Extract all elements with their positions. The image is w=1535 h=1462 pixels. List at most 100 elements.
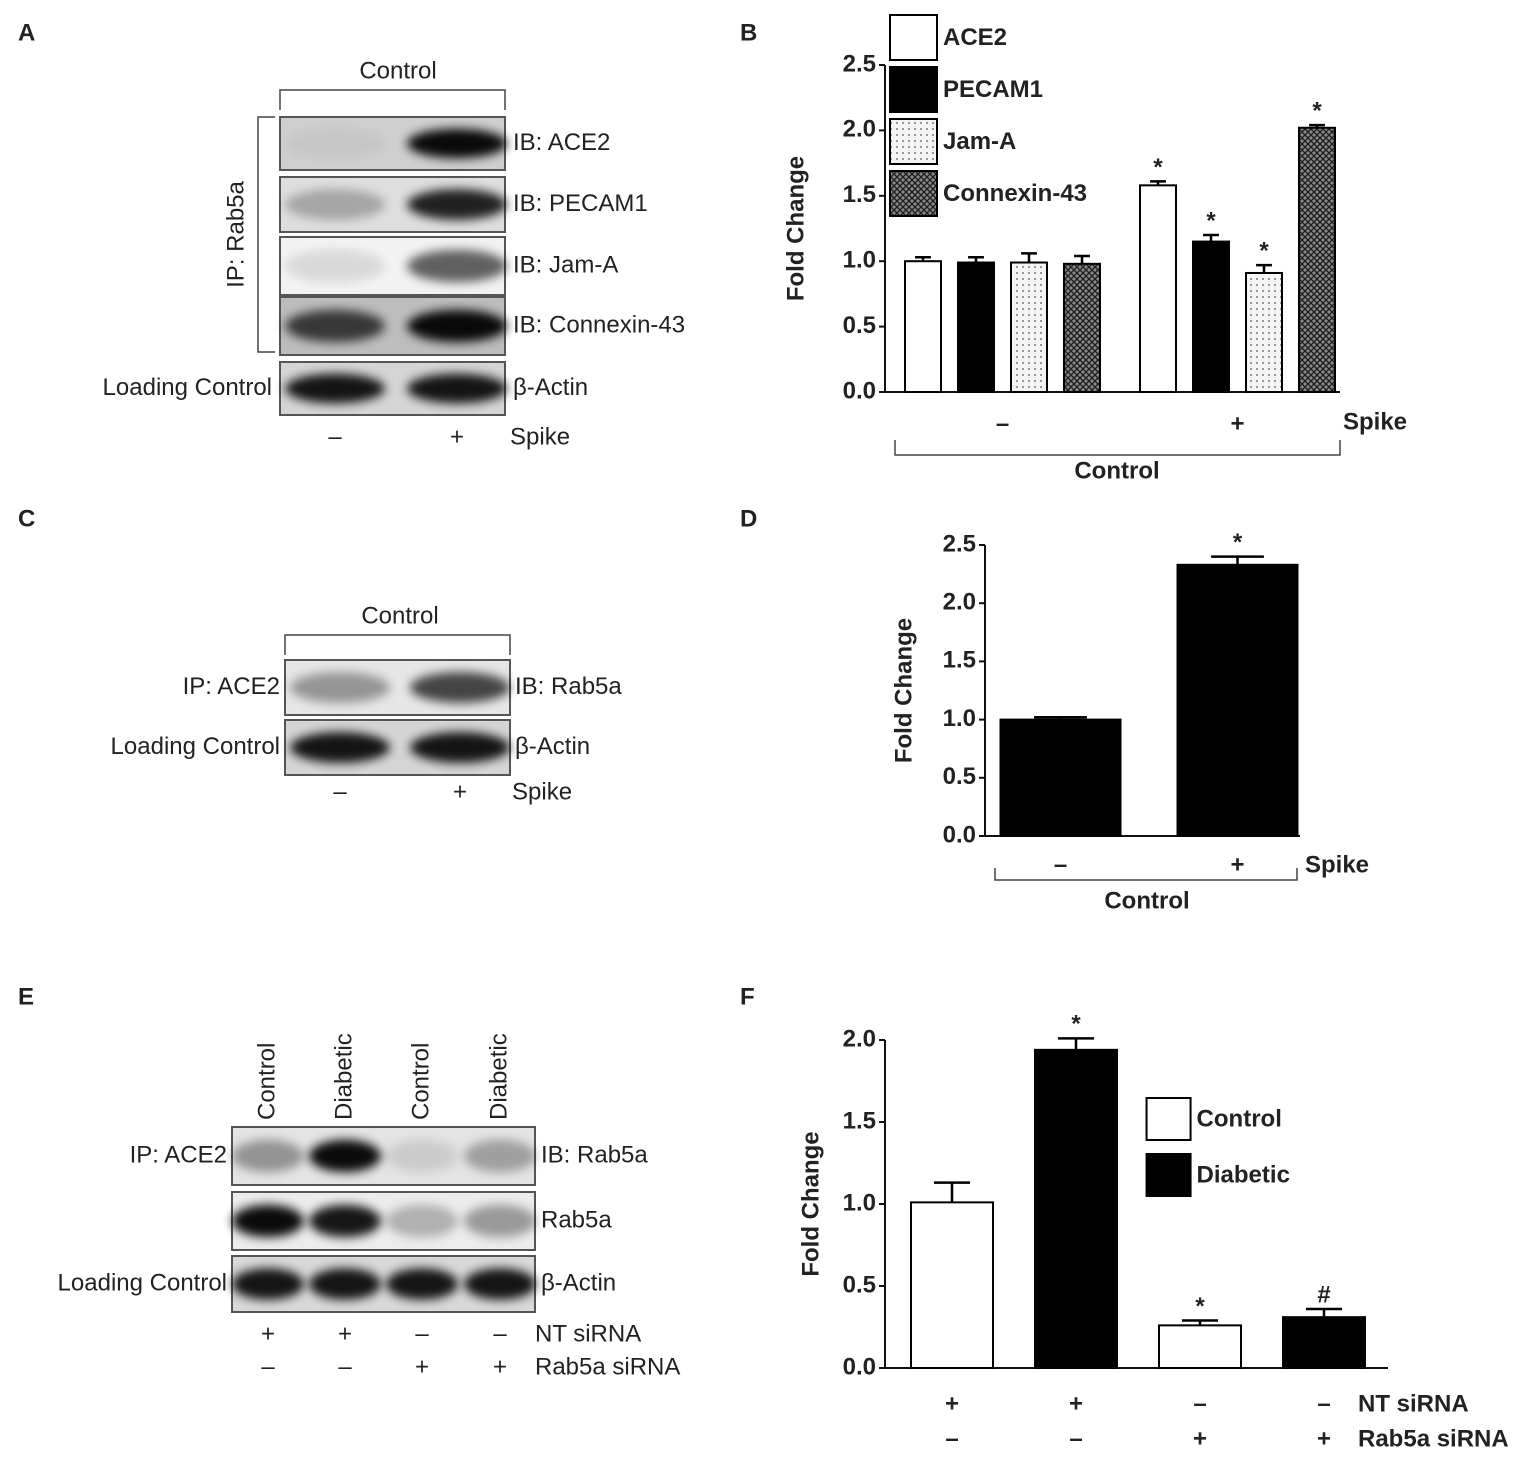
bracket: [279, 89, 506, 110]
row-label-right: IB: PECAM1: [513, 190, 648, 217]
legend-swatch: [889, 118, 938, 165]
condition-sign: +: [945, 1390, 959, 1417]
condition-sign: –: [945, 1425, 958, 1452]
lane-sign: +: [493, 1353, 507, 1380]
legend-swatch: [1145, 1097, 1192, 1141]
annotation: #: [1317, 1281, 1330, 1308]
bracket: [894, 440, 1341, 456]
row-label-left: Loading Control: [58, 1269, 227, 1296]
bar: [1192, 240, 1230, 393]
annotation: *: [1071, 1011, 1081, 1038]
annotation: *: [1153, 154, 1163, 181]
blot-band: [232, 1204, 304, 1238]
x-axis-label: Spike: [1343, 408, 1407, 435]
y-tick-label: 2.0: [843, 1025, 876, 1052]
bar-chart: 0.0 0.5 1.0 1.5 2.0 Fold Change * * # + + – – NT siRN…: [797, 1011, 1508, 1453]
y-tick-label: 0.0: [843, 377, 876, 404]
row-label-right: IB: Jam-A: [513, 251, 618, 278]
bracket: [994, 868, 1298, 881]
error-bar: [1181, 1319, 1219, 1326]
error-bar: [1057, 1037, 1095, 1050]
row-label-right: IB: Connexin-43: [513, 311, 685, 338]
bar: [910, 1201, 994, 1369]
row-label-right: Rab5a: [541, 1206, 612, 1233]
blot-top-label: Control: [361, 602, 438, 629]
blot-band: [407, 189, 507, 220]
blot-band: [309, 1268, 381, 1300]
legend-label: Connexin-43: [943, 180, 1087, 207]
blot-band: [386, 1268, 458, 1300]
y-tick-label: 1.0: [843, 1189, 876, 1216]
bar: [1139, 184, 1177, 393]
lane-sign: +: [261, 1320, 275, 1347]
x-tick-label: +: [1230, 851, 1244, 878]
y-axis-label: Fold Change: [890, 618, 917, 763]
blot-band: [309, 1139, 381, 1173]
y-tick-label: 1.5: [943, 647, 976, 674]
legend-label: Jam-A: [943, 128, 1016, 155]
condition-sign: +: [1193, 1425, 1207, 1452]
x-tick-label: –: [1054, 851, 1067, 878]
row-label-left: IP: ACE2: [130, 1141, 227, 1168]
bar: [1245, 271, 1283, 393]
blot-band: [407, 309, 507, 343]
lane-sign: –: [338, 1353, 352, 1380]
row-label-right: β-Actin: [541, 1269, 616, 1296]
blot-band: [464, 1268, 536, 1300]
error-bar: [968, 256, 984, 263]
bar-chart: 0.0 0.5 1.0 1.5 2.0 2.5 Fold Change – + * * * * Spike…: [782, 14, 1407, 484]
error-bar: [1203, 233, 1219, 242]
legend-swatch: [889, 170, 938, 217]
x-tick-label: +: [1230, 410, 1244, 437]
blot-band: [386, 1204, 458, 1238]
lane-sign: –: [328, 423, 342, 450]
bar: [904, 260, 942, 394]
bar: [1034, 1048, 1118, 1369]
bar: [1158, 1324, 1242, 1369]
lane-sign: –: [493, 1320, 507, 1347]
row-label-left: IP: ACE2: [183, 673, 280, 700]
error-bar: [1256, 263, 1272, 273]
row-label-right: IB: ACE2: [513, 129, 610, 156]
y-tick-label: 1.0: [843, 247, 876, 274]
error-bar: [1074, 254, 1090, 264]
y-tick-label: 0.5: [843, 1271, 876, 1298]
blot-band: [464, 1204, 536, 1238]
lane-sign: +: [415, 1353, 429, 1380]
legend-label: Diabetic: [1197, 1161, 1290, 1188]
blot-band: [285, 249, 385, 283]
blot-band: [410, 672, 510, 703]
lane-header: Diabetic: [485, 1033, 512, 1120]
y-tick-label: 0.5: [843, 312, 876, 339]
blot-band: [285, 373, 385, 404]
row-label-right: β-Actin: [513, 374, 588, 401]
annotation: *: [1312, 98, 1322, 125]
panel-letter: C: [18, 505, 35, 532]
error-bar: [1211, 555, 1264, 565]
error-bar: [1021, 252, 1037, 263]
y-tick-label: 1.0: [943, 705, 976, 732]
group-label: Control: [1074, 457, 1159, 484]
condition-label: NT siRNA: [1358, 1390, 1469, 1417]
lane-header: Diabetic: [330, 1033, 357, 1120]
lane-header: Control: [407, 1043, 434, 1120]
blot-panel: IP: ACE2 IB: Rab5a Rab5a Loading Control β-A…: [58, 1033, 681, 1380]
bracket: [257, 116, 275, 353]
legend-label: Control: [1197, 1105, 1282, 1132]
panel-letter: F: [740, 983, 755, 1010]
annotation: *: [1206, 207, 1216, 234]
lane-sign: +: [450, 423, 464, 450]
panel-letter: B: [740, 19, 757, 46]
blot-band: [464, 1139, 536, 1173]
blot-band: [386, 1139, 458, 1173]
blot-band: [232, 1139, 304, 1173]
blot-band: [285, 189, 385, 220]
annotation: *: [1259, 237, 1269, 264]
y-tick-label: 0.0: [943, 821, 976, 848]
legend-swatch: [889, 66, 938, 113]
lane-sign: –: [333, 778, 347, 805]
error-bar: [1309, 123, 1325, 128]
y-tick-label: 2.0: [843, 116, 876, 143]
bar: [1010, 261, 1048, 393]
error-bar: [1150, 180, 1166, 186]
